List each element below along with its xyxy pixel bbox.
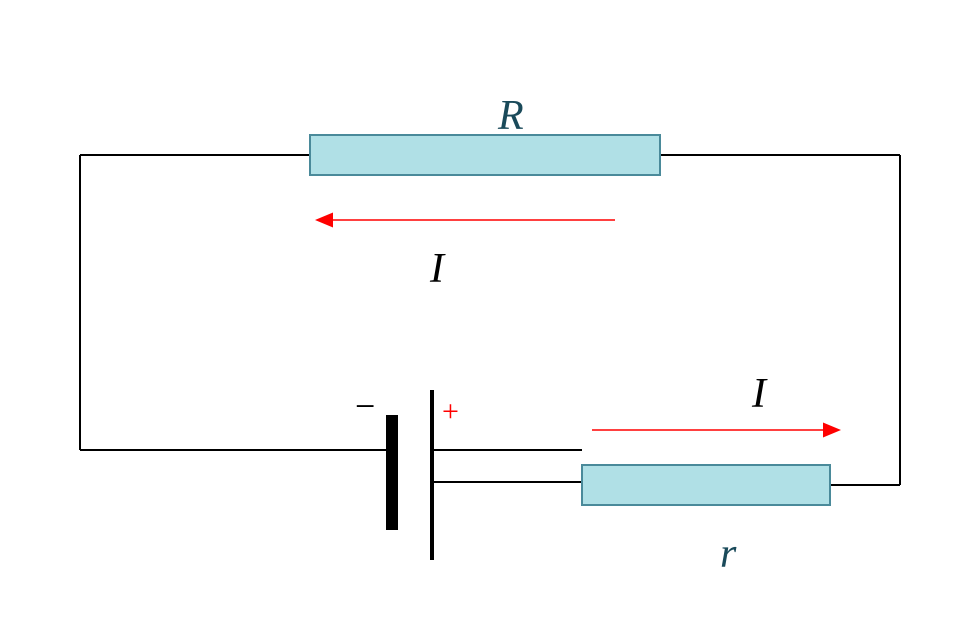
label-plus: +: [442, 395, 459, 429]
circuit-diagram: [0, 0, 962, 642]
label-I-top: I: [430, 245, 444, 293]
label-minus: −: [355, 385, 375, 427]
label-I-bottom: I: [752, 370, 766, 418]
label-r: r: [720, 530, 736, 578]
label-R: R: [498, 92, 524, 140]
wires: [80, 155, 900, 485]
battery: [392, 390, 432, 560]
